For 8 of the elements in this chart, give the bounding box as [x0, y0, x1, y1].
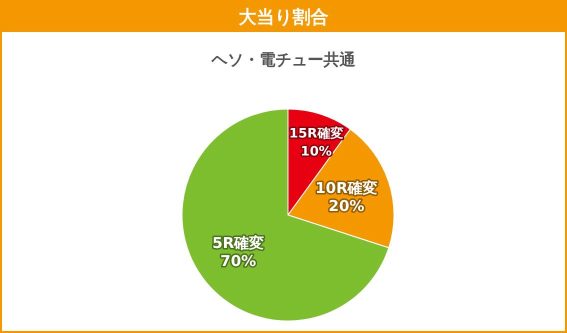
- slice-label: 15R確変: [289, 125, 344, 142]
- data-label: 70%: [220, 252, 256, 270]
- slice-label: 5R確変: [212, 234, 264, 252]
- data-label: 10%: [300, 144, 332, 160]
- chart-title: 大当り割合: [2, 2, 565, 32]
- data-label: 20%: [328, 197, 364, 215]
- slice-label: 10R確変: [315, 179, 378, 197]
- chart-subtitle: ヘソ・電チュー共通: [210, 50, 356, 71]
